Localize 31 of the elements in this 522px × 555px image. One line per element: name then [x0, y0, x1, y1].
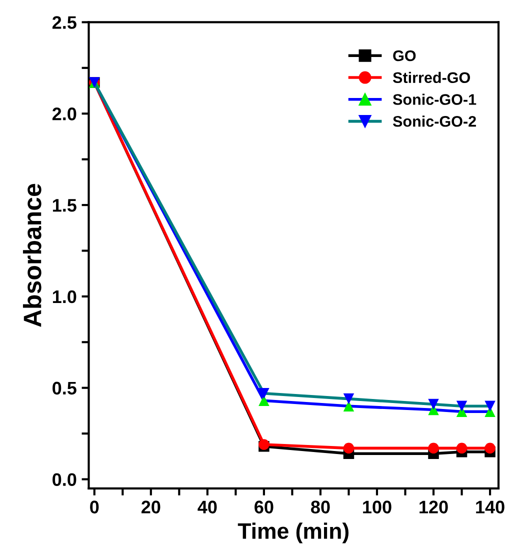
legend-label: Sonic-GO-2: [392, 116, 476, 127]
point: [428, 442, 439, 454]
point: [343, 442, 354, 454]
point: [428, 398, 439, 410]
point: [258, 395, 270, 406]
x-tick-label: 20: [142, 500, 160, 514]
y-tick-label: 1.5: [52, 199, 76, 212]
legend-label: Stirred-GO: [392, 72, 470, 84]
y-tick-label: 1.0: [52, 290, 76, 304]
y-tick-label: 0.0: [52, 473, 76, 486]
point: [456, 400, 468, 412]
point: [484, 400, 496, 412]
point: [343, 393, 354, 404]
x-tick-label: 140: [476, 500, 504, 514]
y-tick-label: 0.5: [52, 382, 76, 395]
x-tick-label: 60: [254, 500, 274, 514]
point: [484, 442, 496, 454]
x-tick-label: 120: [420, 500, 448, 514]
point: [456, 442, 468, 454]
y-tick-label: 2.0: [52, 108, 76, 120]
point: [258, 388, 270, 399]
y-tick-label: 2.5: [52, 16, 76, 29]
x-tick-label: 80: [311, 500, 330, 514]
y-axis-title: Absorbance: [22, 184, 42, 327]
x-tick-label: 40: [198, 500, 217, 514]
legend-label: Sonic-GO-1: [392, 94, 476, 105]
x-tick-label: 100: [363, 500, 392, 514]
x-axis-title: Time (min): [238, 522, 348, 544]
legend-label: GO: [393, 50, 416, 62]
point: [343, 400, 354, 412]
x-tick-label: 0: [90, 500, 99, 514]
